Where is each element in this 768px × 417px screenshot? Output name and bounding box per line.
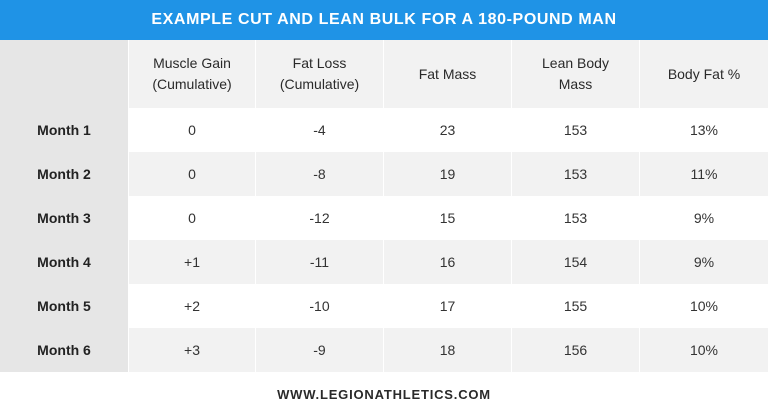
- table-cell: 19: [384, 152, 512, 196]
- table-cell: 153: [512, 108, 640, 152]
- table-cell: 9%: [640, 196, 768, 240]
- table-cell: 13%: [640, 108, 768, 152]
- column-header-fat-loss: Fat Loss (Cumulative): [256, 40, 384, 108]
- column-header-line: Fat Loss: [292, 55, 347, 71]
- table-cell: -8: [256, 152, 384, 196]
- row-label: Month 6: [0, 328, 129, 372]
- table-cell: 0: [129, 196, 256, 240]
- table-cell: 155: [512, 284, 640, 328]
- table-row: Month 5 +2 -10 17 155 10%: [0, 284, 768, 328]
- column-header-lean-body-mass: Lean Body Mass: [512, 40, 640, 108]
- table-cell: 23: [384, 108, 512, 152]
- table-cell: 18: [384, 328, 512, 372]
- table-cell: 153: [512, 196, 640, 240]
- table-cell: +3: [129, 328, 256, 372]
- table-row: Month 1 0 -4 23 153 13%: [0, 108, 768, 152]
- table-row: Month 6 +3 -9 18 156 10%: [0, 328, 768, 372]
- column-header-line: (Cumulative): [279, 76, 360, 92]
- table-cell: +1: [129, 240, 256, 284]
- header-corner: [0, 40, 129, 108]
- table-cell: -12: [256, 196, 384, 240]
- table-row: Month 2 0 -8 19 153 11%: [0, 152, 768, 196]
- table-cell: 17: [384, 284, 512, 328]
- row-label: Month 2: [0, 152, 129, 196]
- table-row: Month 3 0 -12 15 153 9%: [0, 196, 768, 240]
- table-cell: 0: [129, 152, 256, 196]
- table-cell: 10%: [640, 328, 768, 372]
- header-row: Muscle Gain (Cumulative) Fat Loss (Cumul…: [0, 40, 768, 108]
- column-header-line: Muscle Gain: [153, 55, 231, 71]
- row-label: Month 3: [0, 196, 129, 240]
- column-header-body-fat: Body Fat %: [640, 40, 768, 108]
- column-header-fat-mass: Fat Mass: [384, 40, 512, 108]
- column-header-line: Mass: [558, 76, 593, 92]
- table-cell: 9%: [640, 240, 768, 284]
- table-cell: 156: [512, 328, 640, 372]
- data-table: Muscle Gain (Cumulative) Fat Loss (Cumul…: [0, 40, 768, 372]
- table-cell: -10: [256, 284, 384, 328]
- table-cell: -4: [256, 108, 384, 152]
- table-cell: 153: [512, 152, 640, 196]
- table-cell: -11: [256, 240, 384, 284]
- column-header-line: Lean Body: [542, 55, 609, 71]
- table-title: EXAMPLE CUT AND LEAN BULK FOR A 180-POUN…: [0, 0, 768, 40]
- column-header-line: Fat Mass: [418, 65, 477, 82]
- row-label: Month 4: [0, 240, 129, 284]
- table-cell: -9: [256, 328, 384, 372]
- table-cell: 10%: [640, 284, 768, 328]
- table-cell: 154: [512, 240, 640, 284]
- website-url: WWW.LEGIONATHLETICS.COM: [277, 387, 491, 402]
- table-cell: 11%: [640, 152, 768, 196]
- row-label: Month 1: [0, 108, 129, 152]
- table-cell: +2: [129, 284, 256, 328]
- column-header-line: (Cumulative): [152, 76, 232, 92]
- table-cell: 16: [384, 240, 512, 284]
- table-cell: 15: [384, 196, 512, 240]
- table-row: Month 4 +1 -11 16 154 9%: [0, 240, 768, 284]
- column-header-muscle-gain: Muscle Gain (Cumulative): [129, 40, 256, 108]
- row-label: Month 5: [0, 284, 129, 328]
- table-cell: 0: [129, 108, 256, 152]
- column-header-line: Body Fat %: [667, 65, 741, 82]
